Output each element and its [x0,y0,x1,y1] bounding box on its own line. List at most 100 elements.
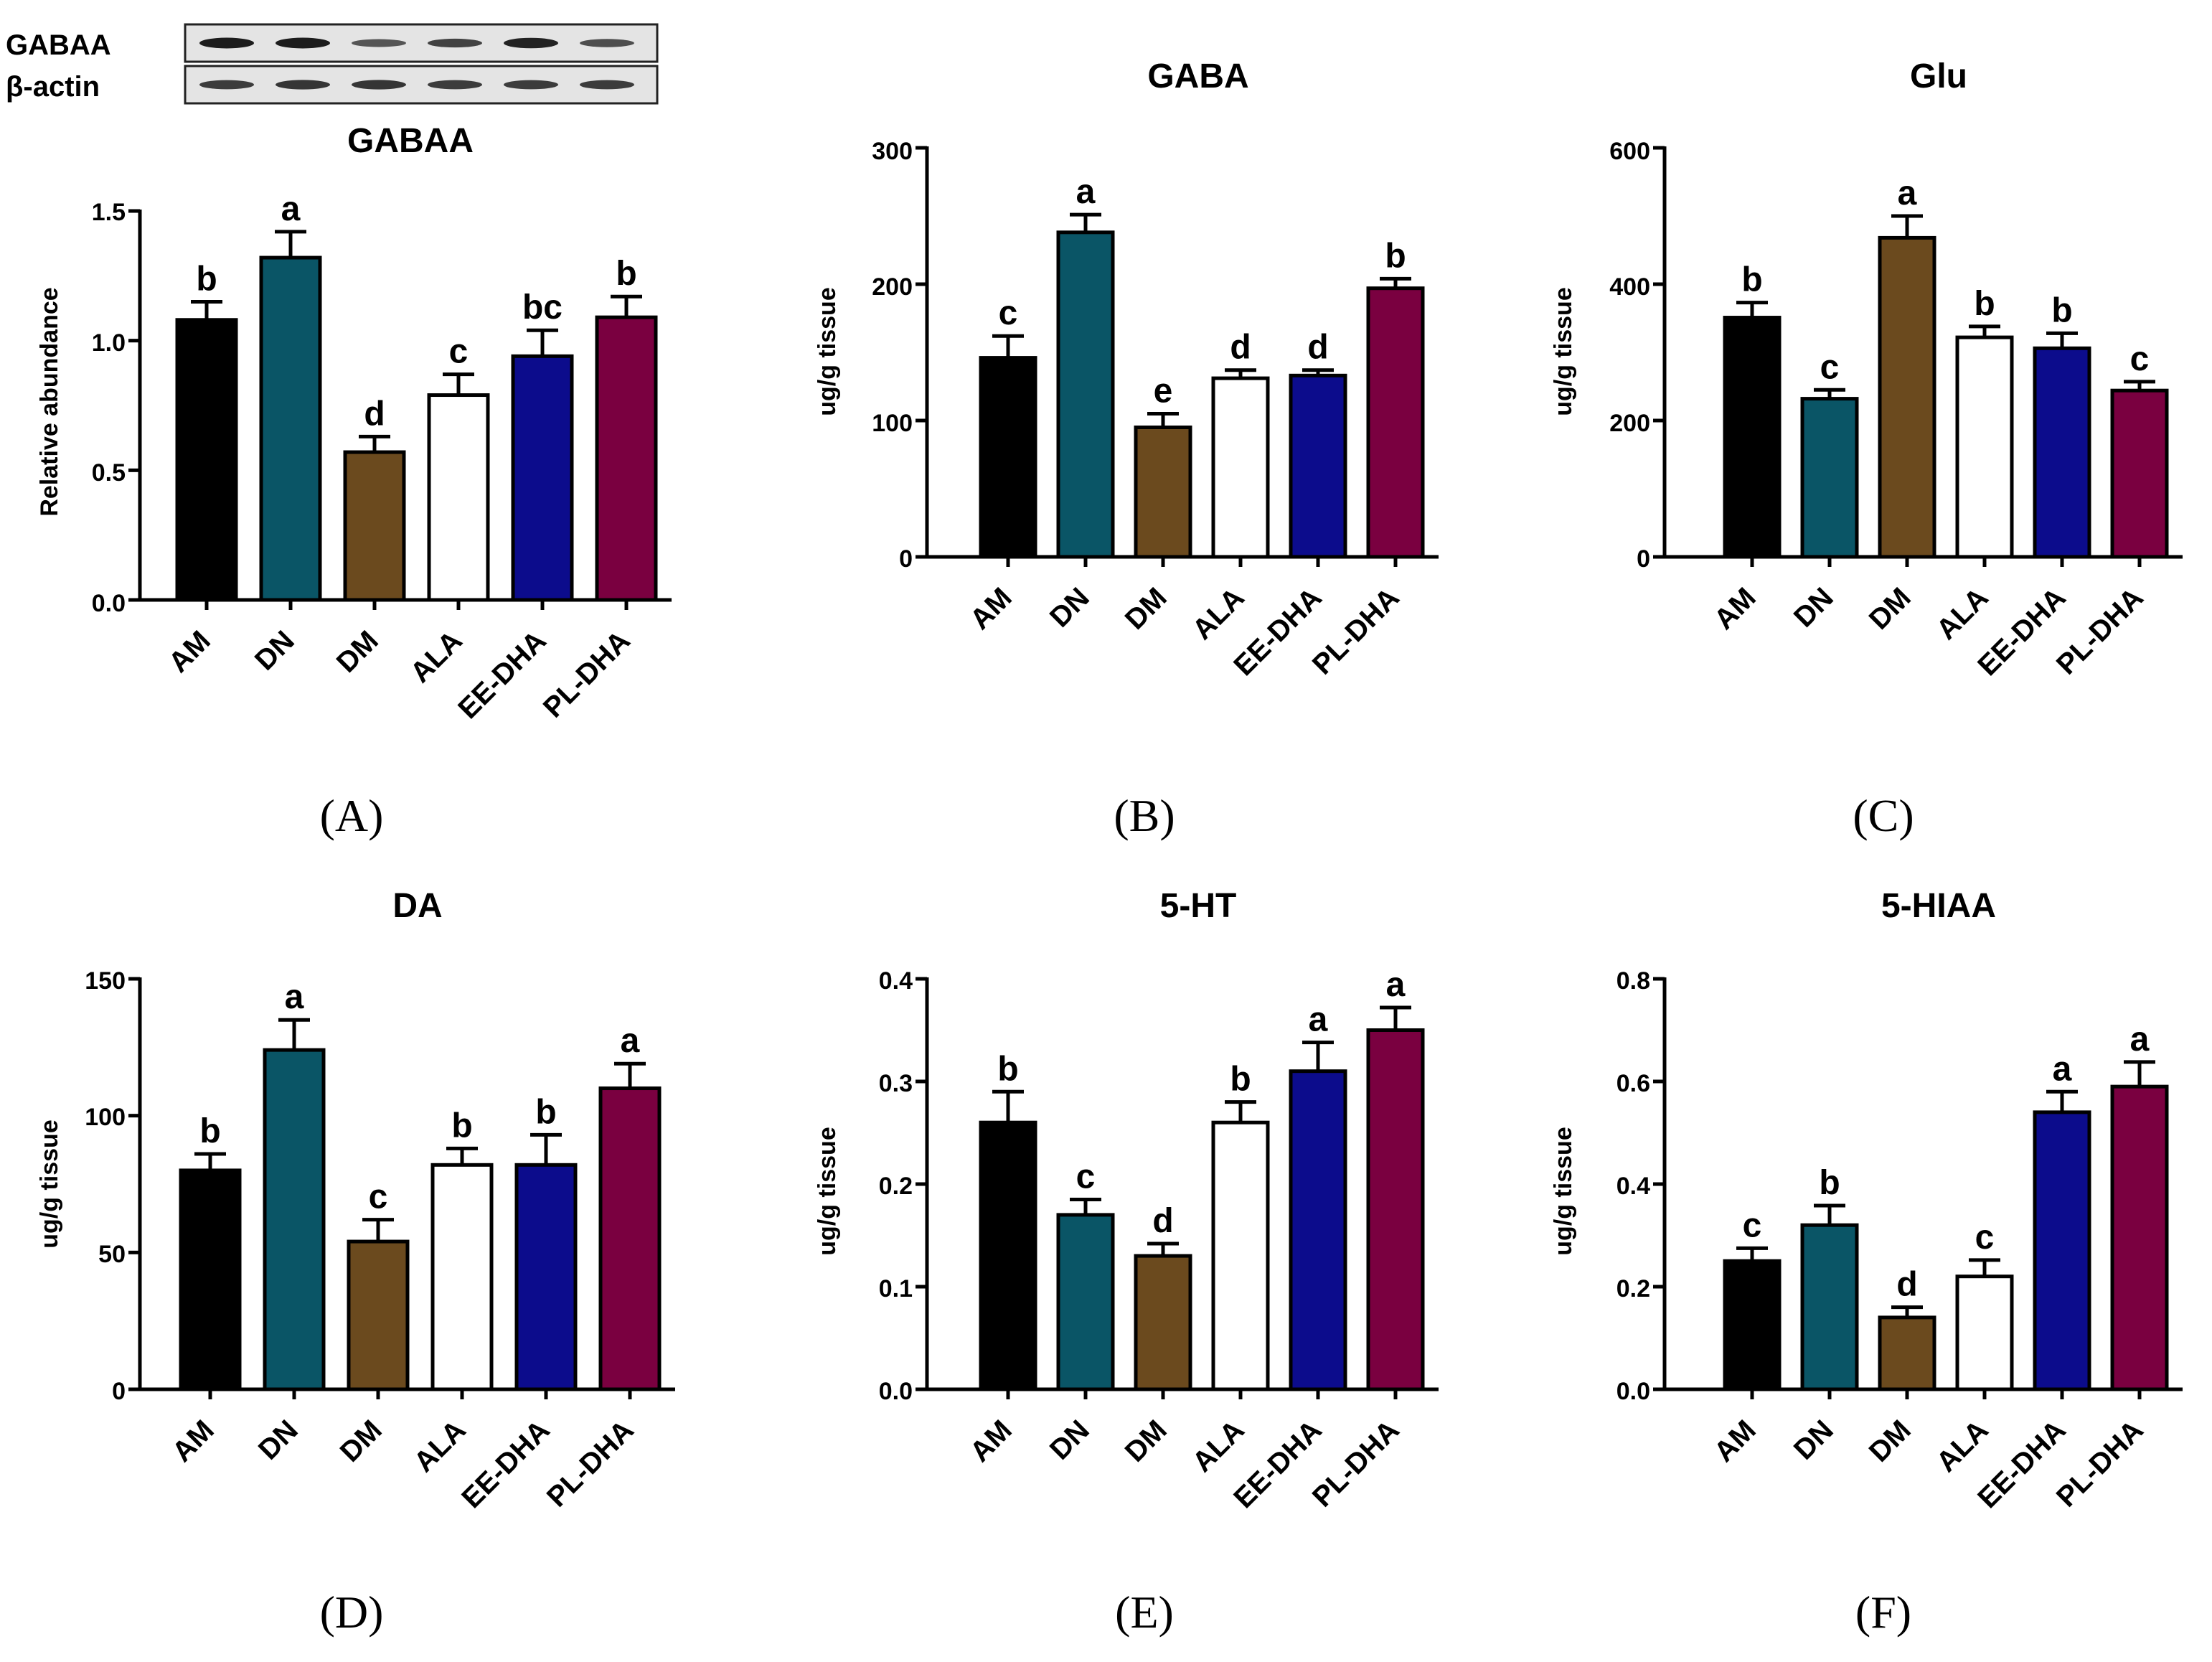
chart-title: 5-HT [1160,887,1237,925]
blot-band [352,80,406,90]
y-tick-labels: 300 200 100 0 [872,138,913,573]
bars: c a e d d b [979,173,1425,559]
x-tick-label: ALA [408,1414,472,1478]
blot-band [276,37,330,49]
significance-letter: a [1076,173,1096,211]
panel-caption: (B) [1114,790,1175,841]
blot-bands-actin [199,80,634,90]
panel-f: 5-HIAA ug/g tissue 0.8 0.6 0.4 0.2 0.0 A… [1550,887,2183,1638]
x-tick-label: AM [1708,1414,1762,1468]
bar [1955,335,2014,559]
x-tick-labels: AM DN DM ALA EE-DHA PL-DHA [1708,582,2150,682]
x-tick-labels: AM DN DM ALA EE-DHA PL-DHA [964,1414,1406,1515]
bar [1800,1223,1859,1391]
axes [128,209,672,610]
bar [1134,426,1192,559]
y-tick-label: 0 [1637,545,1650,573]
x-tick-label: PL-DHA [541,1414,640,1513]
significance-letter: b [1385,237,1406,275]
axes [1653,977,2183,1399]
y-axis-label: ug/g tissue [814,287,841,416]
y-tick-label: 0.4 [879,967,913,995]
y-tick-label: 0.0 [1616,1378,1650,1405]
x-tick-label: DN [1044,582,1096,634]
bar [1723,316,1782,559]
bars: b a c b b a [179,978,662,1391]
y-axis-label: ug/g tissue [36,1119,63,1248]
chart-title: GABA [1147,57,1248,95]
significance-letter: c [1975,1219,1995,1257]
blot-strip-gabaa [184,23,659,63]
significance-letter: b [1974,285,1995,323]
bar [514,1163,578,1391]
significance-letter: c [1076,1158,1096,1196]
significance-letter: a [2053,1050,2072,1088]
significance-letter: d [1230,329,1251,367]
significance-letter: d [364,395,385,433]
bar [179,1168,242,1391]
chart-title: 5-HIAA [1881,887,1996,925]
blot-label-actin: β-actin [6,71,100,103]
bar [1878,235,1936,559]
x-tick-label: AM [163,625,217,679]
y-tick-label: 150 [85,967,126,995]
axes [916,146,1439,567]
significance-letter: c [369,1178,388,1216]
bar [1056,1213,1115,1391]
bar [1289,373,1347,559]
significance-letter: a [285,978,304,1016]
y-tick-label: 0.3 [879,1070,913,1097]
bar [1878,1315,1936,1391]
axes [916,977,1439,1399]
y-tick-label: 0.8 [1616,967,1650,995]
y-tick-labels: 0.8 0.6 0.4 0.2 0.0 [1616,967,1650,1405]
y-tick-label: 0.0 [92,590,126,617]
panel-caption: (E) [1115,1587,1174,1638]
x-tick-labels: AM DN DM ALA EE-DHA PL-DHA [964,582,1406,682]
panel-caption: (F) [1855,1587,1911,1638]
panel-caption: (D) [320,1587,384,1638]
y-tick-label: 0 [899,545,913,573]
panel-e: 5-HT ug/g tissue 0.4 0.3 0.2 0.1 0.0 AM … [814,887,1439,1638]
bar [2110,1084,2169,1391]
y-axis-label: ug/g tissue [1550,1127,1577,1255]
bar [1723,1259,1782,1391]
x-tick-label: AM [964,582,1018,636]
y-tick-label: 100 [872,410,913,437]
significance-letter: b [196,260,217,298]
x-tick-label: ALA [1187,582,1251,646]
y-tick-label: 600 [1609,138,1650,165]
bar [511,354,574,602]
y-tick-label: 200 [1609,410,1650,437]
blot-band [428,38,482,48]
significance-letter: d [1152,1202,1173,1240]
x-tick-label: AM [166,1414,220,1468]
y-tick-label: 0.5 [92,459,126,487]
significance-letter: b [616,255,636,293]
bar [1134,1254,1192,1391]
significance-letter: b [1230,1061,1251,1099]
significance-letter: e [1154,372,1173,410]
blot-strip-actin [184,65,659,105]
significance-letter: b [1741,261,1762,299]
blot-band [580,80,634,90]
panel-b: GABA ug/g tissue 300 200 100 0 AM DN DM … [814,57,1439,841]
y-tick-label: 0.6 [1616,1070,1650,1097]
bar [1289,1069,1347,1391]
bar [979,356,1037,559]
blot-band [428,80,482,90]
blot-label-gabaa: GABAA [6,29,111,61]
panel-c: Glu ug/g tissue 600 400 200 0 AM DN DM A… [1550,57,2183,841]
axes [1653,146,2183,567]
significance-letter: a [621,1022,640,1060]
bar [595,315,658,602]
bar [979,1120,1037,1391]
x-tick-label: PL-DHA [537,625,636,724]
y-axis-label: ug/g tissue [1550,287,1577,416]
significance-letter: d [1307,329,1328,367]
significance-letter: a [281,190,301,228]
bar [1211,376,1270,559]
x-tick-label: DM [1119,1414,1173,1468]
